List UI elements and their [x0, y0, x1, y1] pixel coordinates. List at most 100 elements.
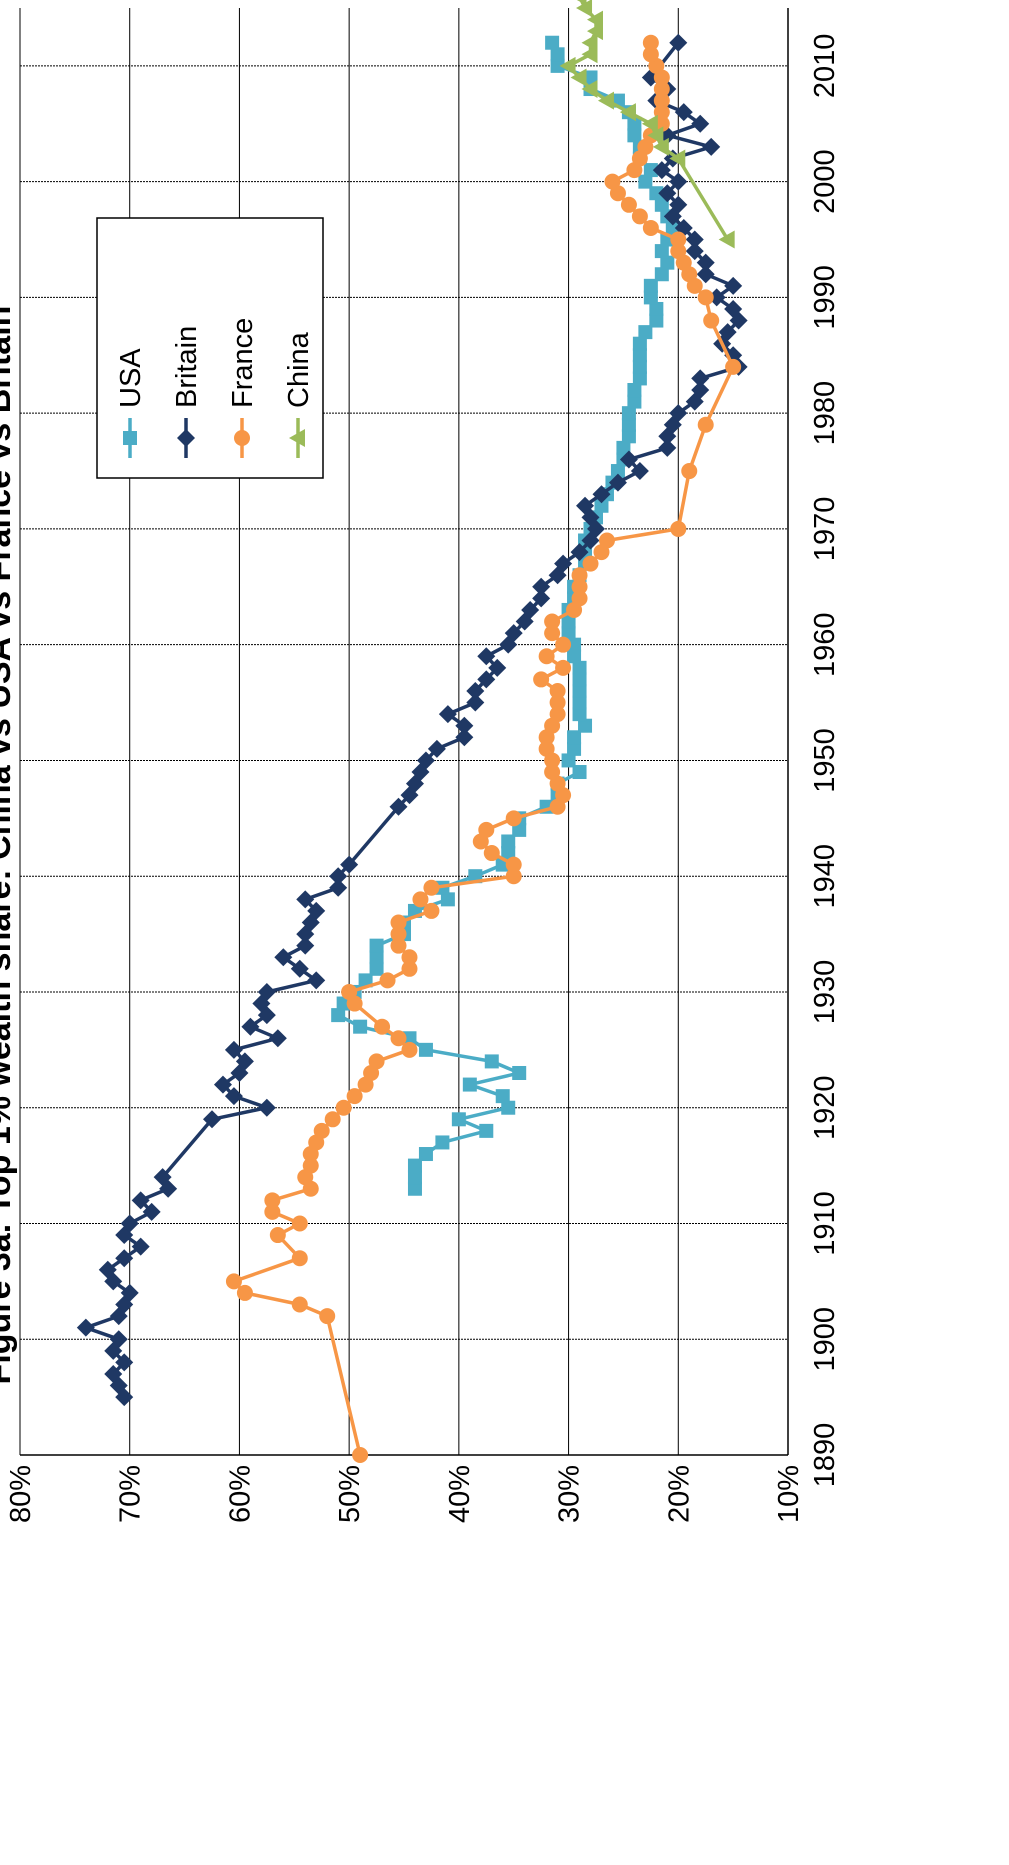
data-point-france [670, 243, 687, 260]
x-tick-label: 1910 [809, 1191, 841, 1256]
data-point-britain [691, 381, 710, 400]
data-point-france [302, 1157, 319, 1174]
y-tick-label: 20% [663, 1465, 695, 1523]
data-point-france [505, 856, 522, 873]
data-point-usa [594, 498, 609, 513]
data-point-usa [627, 394, 642, 409]
data-point-china [669, 149, 686, 168]
data-point-france [269, 1227, 286, 1244]
data-point-britain [427, 739, 446, 758]
data-point-usa [418, 1042, 433, 1057]
x-tick-label: 1900 [809, 1307, 841, 1372]
x-tick-label: 1990 [809, 265, 841, 330]
data-point-britain [455, 728, 474, 747]
data-point-usa [407, 1181, 422, 1196]
legend: USA Britain France China [96, 217, 324, 479]
data-point-france [390, 1030, 407, 1047]
data-point-usa [550, 58, 565, 73]
data-point-britain [389, 797, 408, 816]
data-point-britain [203, 1110, 221, 1129]
data-point-britain [702, 137, 721, 156]
data-point-britain [416, 751, 435, 770]
data-point-usa [512, 822, 527, 837]
data-point-britain [340, 855, 359, 874]
x-tick-label: 1890 [809, 1423, 841, 1488]
legend-entry-france: France [227, 318, 259, 458]
data-point-france [423, 879, 440, 896]
data-point-france [379, 972, 396, 989]
data-point-britain [455, 716, 474, 735]
x-tick-label: 2010 [809, 34, 841, 99]
data-point-britain [131, 1191, 150, 1210]
data-point-britain [669, 404, 688, 423]
data-point-usa [610, 464, 625, 479]
y-tick-label: 80% [5, 1465, 37, 1523]
data-point-usa [627, 383, 642, 398]
data-point-france [505, 868, 522, 885]
data-point-france [478, 821, 495, 838]
data-point-france [412, 891, 429, 908]
data-point-britain [630, 462, 649, 481]
data-point-usa [501, 1100, 516, 1115]
data-point-france [341, 983, 358, 1000]
data-point-britain [241, 1017, 260, 1036]
data-point-usa [632, 359, 647, 374]
data-point-britain [296, 936, 315, 955]
x-tick-label: 1930 [809, 960, 841, 1025]
data-point-usa [654, 244, 669, 259]
data-point-usa [501, 846, 516, 861]
data-point-france [544, 625, 561, 642]
data-point-france [642, 46, 659, 63]
data-point-usa [572, 683, 587, 698]
data-point-china [576, 0, 593, 17]
data-point-usa [643, 290, 658, 305]
data-point-france [703, 312, 720, 329]
data-point-usa [479, 1123, 494, 1138]
legend-label-usa: USA [115, 348, 147, 408]
data-point-china [570, 68, 587, 87]
data-point-britain [696, 253, 715, 272]
data-point-france [697, 289, 714, 306]
data-point-usa [643, 163, 658, 178]
data-point-china [587, 22, 603, 41]
data-point-france [697, 416, 714, 433]
data-point-britain [290, 959, 309, 978]
data-point-britain [669, 172, 688, 191]
data-point-france [725, 358, 742, 375]
data-point-france [653, 81, 670, 98]
y-tick-label: 30% [554, 1465, 586, 1523]
data-point-britain [329, 878, 348, 897]
data-point-france [598, 532, 615, 549]
data-point-britain [235, 1052, 254, 1071]
data-point-france [390, 937, 407, 954]
data-point-usa [621, 429, 636, 444]
x-tick-label: 1970 [809, 497, 841, 562]
x-tick-label: 1940 [809, 844, 841, 909]
data-point-britain [307, 901, 326, 920]
data-point-usa [331, 1008, 346, 1023]
data-point-usa [638, 325, 653, 340]
data-point-france [483, 845, 500, 862]
legend-label-france: France [227, 318, 259, 408]
data-point-usa [545, 35, 560, 50]
data-point-france [670, 231, 687, 248]
data-point-usa [407, 1158, 422, 1173]
legend-marker-usa [123, 431, 137, 445]
y-tick-labels: 10% 20% 30% 40% 50% 60% 70% 80% [5, 1465, 805, 1523]
data-point-britain [257, 982, 276, 1001]
legend-marker-france [234, 430, 250, 446]
data-point-france [533, 671, 550, 688]
data-point-britain [477, 647, 496, 666]
data-point-usa [649, 301, 664, 316]
data-point-usa [407, 1170, 422, 1185]
data-point-usa [649, 313, 664, 328]
data-point-britain [257, 1098, 276, 1117]
data-point-france [401, 960, 418, 977]
data-point-france [401, 1041, 418, 1058]
data-point-britain [532, 589, 551, 608]
series-france [225, 34, 742, 1463]
y-tick-label: 40% [444, 1465, 476, 1523]
data-point-france [544, 764, 561, 781]
data-point-usa [583, 70, 598, 85]
data-point-britain [658, 438, 677, 457]
